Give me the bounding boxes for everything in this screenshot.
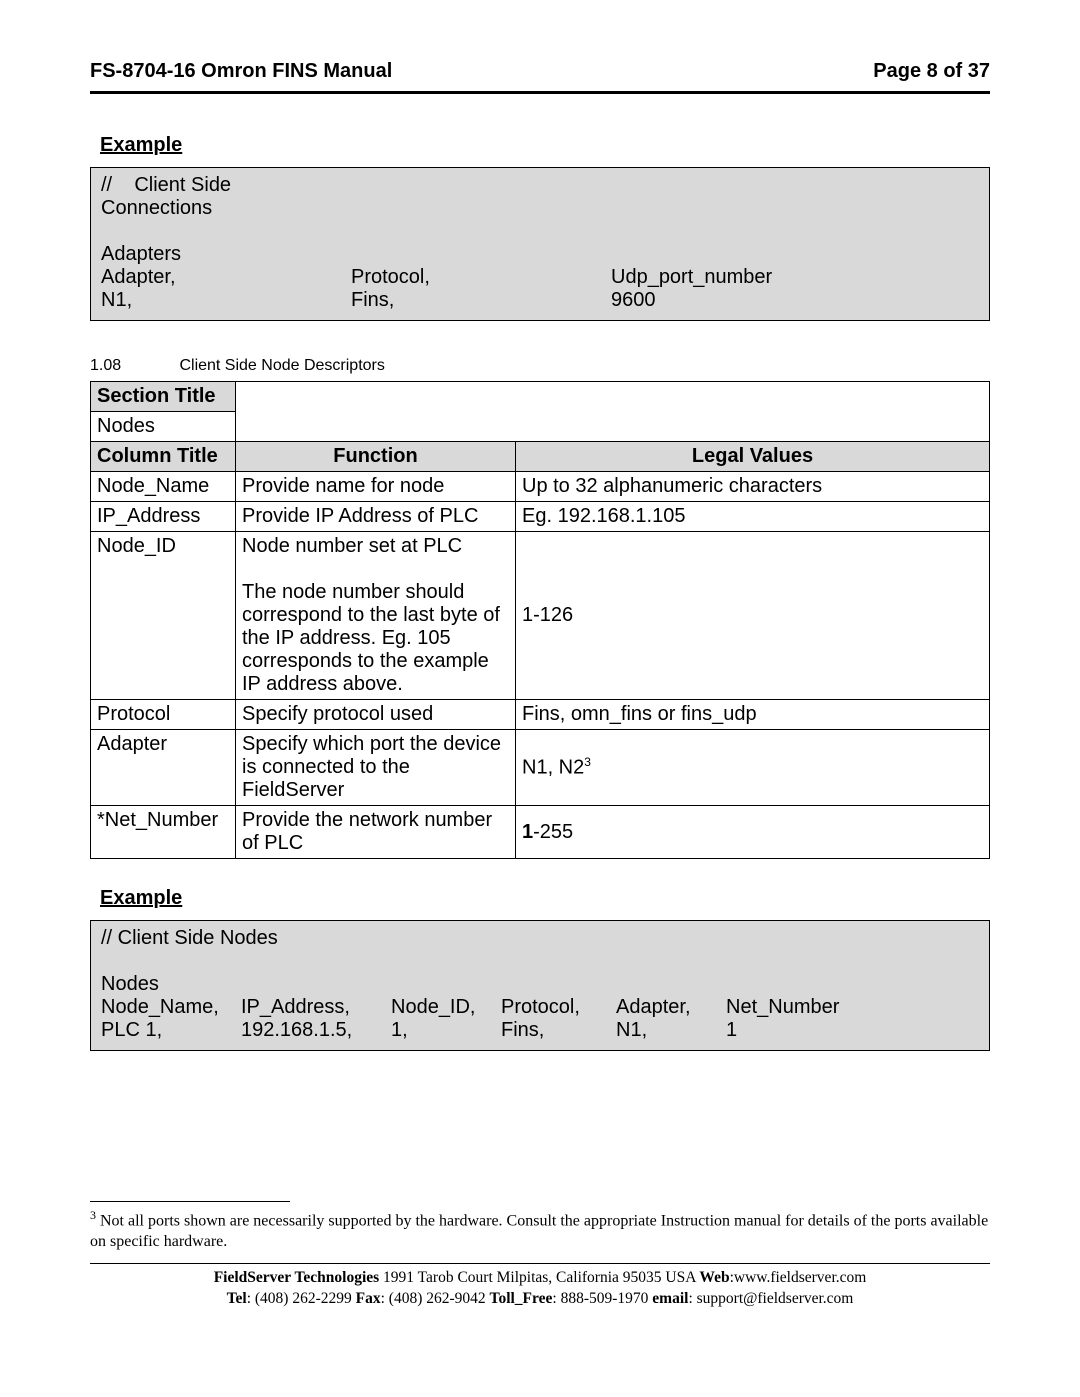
page-number: Page 8 of 37 bbox=[873, 60, 990, 83]
footer-fax-label: Fax bbox=[356, 1290, 381, 1307]
cell-func: Node number set at PLC The node number s… bbox=[236, 532, 516, 700]
cell-col: Node_Name bbox=[91, 472, 236, 502]
footnote-separator bbox=[90, 1201, 290, 1202]
cell-legal: Eg. 192.168.1.105 bbox=[516, 502, 990, 532]
ex1-h3: Udp_port_number bbox=[611, 266, 979, 289]
example-box-connections: // Client SideConnections Adapters Adapt… bbox=[90, 167, 990, 321]
ex2-v5: N1, bbox=[616, 1019, 726, 1042]
ex1-h1: Adapter, bbox=[101, 266, 351, 289]
blank-merged2 bbox=[236, 412, 990, 442]
cell-func: Provide name for node bbox=[236, 472, 516, 502]
footer-separator bbox=[90, 1263, 990, 1264]
legal-rest: -255 bbox=[533, 821, 573, 843]
footer-address: 1991 Tarob Court Milpitas, California 95… bbox=[379, 1269, 699, 1286]
example1-comment: // Client SideConnections bbox=[101, 174, 979, 220]
section-1-08: 1.08 Client Side Node Descriptors bbox=[90, 357, 990, 375]
page-header: FS-8704-16 Omron FINS Manual Page 8 of 3… bbox=[90, 60, 990, 94]
cell-legal: Fins, omn_fins or fins_udp bbox=[516, 700, 990, 730]
section-number: 1.08 bbox=[90, 357, 175, 375]
cell-col: *Net_Number bbox=[91, 806, 236, 859]
footer-fax: : (408) 262-9042 bbox=[381, 1290, 490, 1307]
cell-legal: 1-126 bbox=[516, 532, 990, 700]
table-row: IP_Address Provide IP Address of PLC Eg.… bbox=[91, 502, 990, 532]
ex2-v4: Fins, bbox=[501, 1019, 616, 1042]
ex2-h1: Node_Name, bbox=[101, 996, 241, 1019]
th-legal: Legal Values bbox=[516, 442, 990, 472]
footer-company: FieldServer Technologies bbox=[214, 1269, 379, 1286]
ex1-h2: Protocol, bbox=[351, 266, 611, 289]
th-column-title: Column Title bbox=[91, 442, 236, 472]
cell-legal: Up to 32 alphanumeric characters bbox=[516, 472, 990, 502]
footer-email: : support@fieldserver.com bbox=[688, 1290, 853, 1307]
cell-func: Specify protocol used bbox=[236, 700, 516, 730]
ex2-h2: IP_Address, bbox=[241, 996, 391, 1019]
cell-func: Specify which port the device is connect… bbox=[236, 730, 516, 806]
section-value: Nodes bbox=[91, 412, 236, 442]
ex2-v1: PLC 1, bbox=[101, 1019, 241, 1042]
legal-bold: 1 bbox=[522, 821, 533, 843]
ex1-v3: 9600 bbox=[611, 289, 979, 312]
ex2-h4: Protocol, bbox=[501, 996, 616, 1019]
cell-col: Node_ID bbox=[91, 532, 236, 700]
example-heading-1: Example bbox=[100, 134, 990, 157]
cell-col: Adapter bbox=[91, 730, 236, 806]
footer-web-label: Web bbox=[699, 1269, 729, 1286]
footnote: 3 Not all ports shown are necessarily su… bbox=[90, 1208, 990, 1253]
cell-func: Provide IP Address of PLC bbox=[236, 502, 516, 532]
ex2-h5: Adapter, bbox=[616, 996, 726, 1019]
footer-web: :www.fieldserver.com bbox=[730, 1269, 867, 1286]
example2-comment: // Client Side Nodes bbox=[101, 927, 979, 950]
footer-tel-label: Tel bbox=[227, 1290, 247, 1307]
footer-email-label: email bbox=[652, 1290, 688, 1307]
ex2-v2: 192.168.1.5, bbox=[241, 1019, 391, 1042]
th-function: Function bbox=[236, 442, 516, 472]
section-title: Client Side Node Descriptors bbox=[179, 357, 384, 374]
example-box-nodes: // Client Side Nodes Nodes Node_Name, IP… bbox=[90, 920, 990, 1051]
th-section-title: Section Title bbox=[91, 382, 236, 412]
table-row: Node_ID Node number set at PLC The node … bbox=[91, 532, 990, 700]
cell-col: IP_Address bbox=[91, 502, 236, 532]
ex2-h6: Net_Number bbox=[726, 996, 979, 1019]
table-row: Protocol Specify protocol used Fins, omn… bbox=[91, 700, 990, 730]
cell-legal: N1, N23 bbox=[516, 730, 990, 806]
ex2-h3: Node_ID, bbox=[391, 996, 501, 1019]
footer-tel: : (408) 262-2299 bbox=[247, 1290, 356, 1307]
footnote-text: Not all ports shown are necessarily supp… bbox=[90, 1212, 988, 1250]
ex1-v1: N1, bbox=[101, 289, 351, 312]
table-row: Adapter Specify which port the device is… bbox=[91, 730, 990, 806]
cell-legal: 1-255 bbox=[516, 806, 990, 859]
document-page: FS-8704-16 Omron FINS Manual Page 8 of 3… bbox=[0, 0, 1080, 1397]
blank-merged bbox=[236, 382, 990, 412]
table-row: Node_Name Provide name for node Up to 32… bbox=[91, 472, 990, 502]
cell-col: Protocol bbox=[91, 700, 236, 730]
footer-tollfree-label: Toll_Free bbox=[490, 1290, 553, 1307]
example-heading-2: Example bbox=[100, 887, 990, 910]
manual-title: FS-8704-16 Omron FINS Manual bbox=[90, 60, 392, 83]
ex1-v2: Fins, bbox=[351, 289, 611, 312]
example1-section: Adapters bbox=[101, 243, 979, 266]
legal-prefix: N1, N2 bbox=[522, 757, 584, 779]
cell-func: Provide the network number of PLC bbox=[236, 806, 516, 859]
node-descriptor-table: Section Title Nodes Column Title Functio… bbox=[90, 381, 990, 859]
table-row: *Net_Number Provide the network number o… bbox=[91, 806, 990, 859]
footer-tollfree: : 888-509-1970 bbox=[552, 1290, 652, 1307]
page-footer: FieldServer Technologies 1991 Tarob Cour… bbox=[90, 1268, 990, 1310]
legal-sup: 3 bbox=[584, 755, 591, 769]
ex2-v6: 1 bbox=[726, 1019, 979, 1042]
ex2-v3: 1, bbox=[391, 1019, 501, 1042]
example2-section: Nodes bbox=[101, 973, 979, 996]
